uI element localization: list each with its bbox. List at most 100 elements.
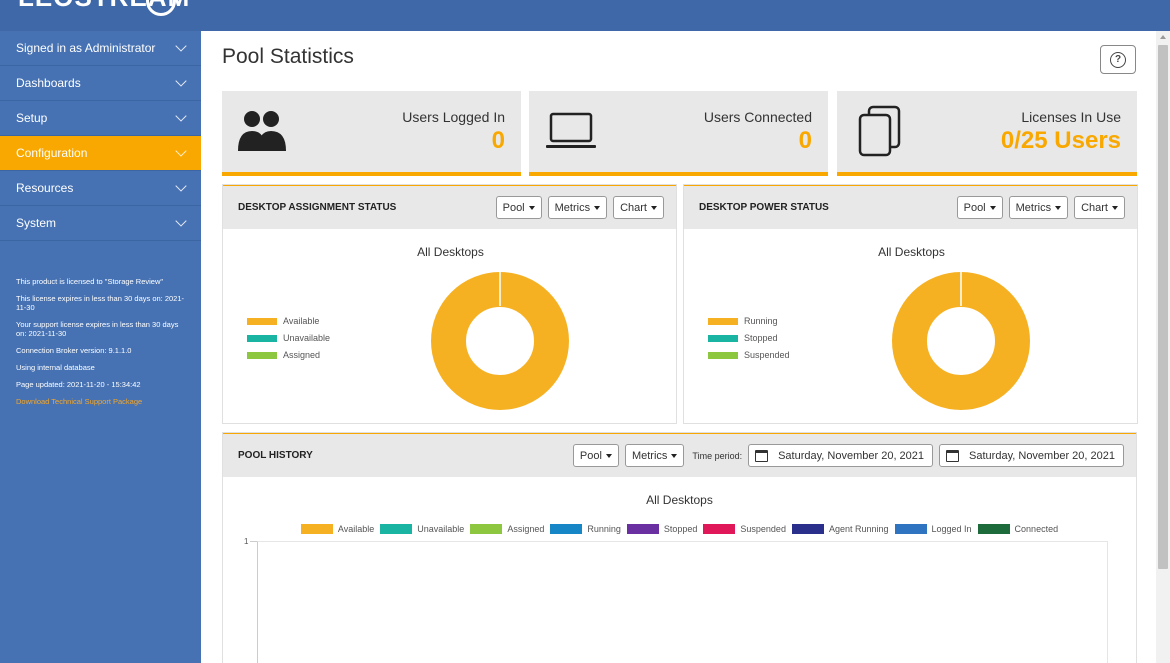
broker-version: Connection Broker version: 9.1.1.0 bbox=[16, 346, 132, 355]
dropdown-label: Chart bbox=[620, 201, 647, 214]
history-plot-area bbox=[257, 541, 1108, 663]
legend-label: Unavailable bbox=[417, 524, 465, 534]
dropdown-label: Metrics bbox=[1015, 201, 1052, 214]
sidebar-item-label: System bbox=[16, 216, 57, 230]
calendar-icon bbox=[946, 449, 960, 462]
legend-label: Connected bbox=[1014, 524, 1059, 534]
legend-item[interactable]: Available bbox=[247, 316, 319, 326]
vertical-scrollbar[interactable] bbox=[1156, 31, 1170, 663]
end-date-picker[interactable]: Saturday, November 20, 2021 bbox=[939, 444, 1124, 467]
legend-swatch bbox=[708, 334, 738, 342]
users-connected-card: Users Connected 0 bbox=[529, 91, 828, 176]
sidebar-item-system[interactable]: System bbox=[0, 206, 201, 241]
legend-label: Assigned bbox=[507, 524, 545, 534]
caret-down-icon bbox=[594, 205, 601, 210]
scroll-thumb[interactable] bbox=[1158, 45, 1168, 569]
sidebar-item-label: Configuration bbox=[16, 146, 88, 160]
start-date-picker[interactable]: Saturday, November 20, 2021 bbox=[748, 444, 934, 467]
sidebar-item-label: Signed in as Administrator bbox=[16, 41, 156, 55]
database-info: Using internal database bbox=[16, 363, 95, 372]
legend-item[interactable]: Running bbox=[708, 316, 778, 326]
dropdown-label: Chart bbox=[1081, 201, 1108, 214]
legend-swatch bbox=[247, 317, 277, 325]
card-label: Users Connected bbox=[703, 109, 812, 125]
support-package-link[interactable]: Download Technical Support Package bbox=[16, 397, 143, 406]
chart-dropdown[interactable]: Chart bbox=[613, 196, 664, 219]
legend-swatch bbox=[894, 524, 927, 534]
license-stack-icon bbox=[857, 105, 903, 164]
legend-item[interactable]: Assigned bbox=[247, 350, 320, 360]
legend-swatch bbox=[708, 351, 738, 359]
legend-item[interactable]: Unavailable bbox=[247, 333, 330, 343]
legend-swatch bbox=[550, 524, 583, 534]
scroll-up-arrow-icon[interactable] bbox=[1160, 35, 1166, 39]
legend-item[interactable]: Logged In bbox=[894, 524, 972, 534]
legend-swatch bbox=[470, 524, 503, 534]
legend-label: Running bbox=[587, 524, 621, 534]
panel-title: DESKTOP ASSIGNMENT STATUS bbox=[238, 202, 397, 213]
legend-label: Unavailable bbox=[283, 333, 331, 343]
chevron-down-icon bbox=[175, 180, 187, 192]
chevron-down-icon bbox=[175, 40, 187, 52]
panel-header: POOL HISTORY Pool Metrics Time period: S… bbox=[223, 433, 1136, 477]
chevron-down-icon bbox=[175, 215, 187, 227]
sidebar-item-label: Setup bbox=[16, 111, 48, 125]
y-tick-label: 1 bbox=[244, 537, 249, 546]
legend-item[interactable]: Available bbox=[300, 524, 374, 534]
legend-item[interactable]: Suspended bbox=[708, 350, 790, 360]
metrics-dropdown[interactable]: Metrics bbox=[1008, 196, 1069, 219]
pool-dropdown[interactable]: Pool bbox=[495, 196, 542, 219]
legend-item[interactable]: Running bbox=[550, 524, 621, 534]
legend-item[interactable]: Assigned bbox=[470, 524, 544, 534]
calendar-icon bbox=[755, 449, 769, 462]
legend-item[interactable]: Stopped bbox=[708, 333, 778, 343]
card-label: Licenses In Use bbox=[1021, 109, 1121, 125]
caret-down-icon bbox=[651, 205, 657, 210]
legend-item[interactable]: Agent Running bbox=[791, 524, 889, 534]
legend-swatch bbox=[703, 524, 736, 534]
panel-controls: Pool Metrics Chart bbox=[495, 196, 664, 219]
date-value: Saturday, November 20, 2021 bbox=[969, 449, 1115, 462]
chart-dropdown[interactable]: Chart bbox=[1074, 196, 1125, 219]
legend-item[interactable]: Connected bbox=[977, 524, 1059, 534]
help-button[interactable]: ? bbox=[1100, 45, 1136, 74]
sidebar-item-label: Resources bbox=[16, 181, 74, 195]
legend-swatch bbox=[626, 524, 659, 534]
chevron-down-icon bbox=[175, 110, 187, 122]
legend-item[interactable]: Stopped bbox=[626, 524, 697, 534]
pool-dropdown[interactable]: Pool bbox=[956, 196, 1003, 219]
sidebar-item-label: Dashboards bbox=[16, 76, 81, 90]
caret-down-icon bbox=[989, 205, 996, 210]
caret-down-icon bbox=[605, 453, 612, 458]
license-owner: This product is licensed to "Storage Rev… bbox=[16, 277, 164, 286]
sidebar-item-dashboards[interactable]: Dashboards bbox=[0, 66, 201, 101]
legend-label: Suspended bbox=[740, 524, 786, 534]
licenses-in-use-card: Licenses In Use 0/25 Users bbox=[837, 91, 1137, 176]
dropdown-label: Metrics bbox=[631, 449, 668, 462]
card-value: 0 bbox=[491, 127, 505, 154]
sidebar-item-setup[interactable]: Setup bbox=[0, 101, 201, 136]
legend-item[interactable]: Unavailable bbox=[380, 524, 464, 534]
legend-item[interactable]: Suspended bbox=[703, 524, 786, 534]
card-value: 0 bbox=[798, 127, 812, 154]
sidebar-item-signed-in[interactable]: Signed in as Administrator bbox=[0, 31, 201, 66]
pool-dropdown[interactable]: Pool bbox=[572, 444, 619, 467]
chart-title: All Desktops bbox=[878, 245, 945, 259]
panel-title: POOL HISTORY bbox=[238, 450, 313, 461]
logo-mark-icon bbox=[146, 0, 176, 16]
chart-title: All Desktops bbox=[646, 493, 713, 507]
legend-swatch bbox=[300, 524, 333, 534]
history-legend: Available Unavailable Assigned Running S… bbox=[223, 524, 1136, 534]
metrics-dropdown[interactable]: Metrics bbox=[547, 196, 608, 219]
sidebar-item-configuration[interactable]: Configuration bbox=[0, 136, 201, 171]
date-value: Saturday, November 20, 2021 bbox=[778, 449, 925, 462]
caret-down-icon bbox=[1112, 205, 1118, 210]
page-updated: Page updated: 2021-11-20 - 15:34:42 bbox=[16, 380, 141, 389]
metrics-dropdown[interactable]: Metrics bbox=[624, 444, 685, 467]
laptop-icon bbox=[545, 111, 597, 156]
dropdown-label: Pool bbox=[579, 449, 602, 462]
time-period-label: Time period: bbox=[692, 450, 743, 461]
panel-title: DESKTOP POWER STATUS bbox=[699, 202, 829, 213]
legend-swatch bbox=[708, 317, 738, 325]
sidebar-item-resources[interactable]: Resources bbox=[0, 171, 201, 206]
